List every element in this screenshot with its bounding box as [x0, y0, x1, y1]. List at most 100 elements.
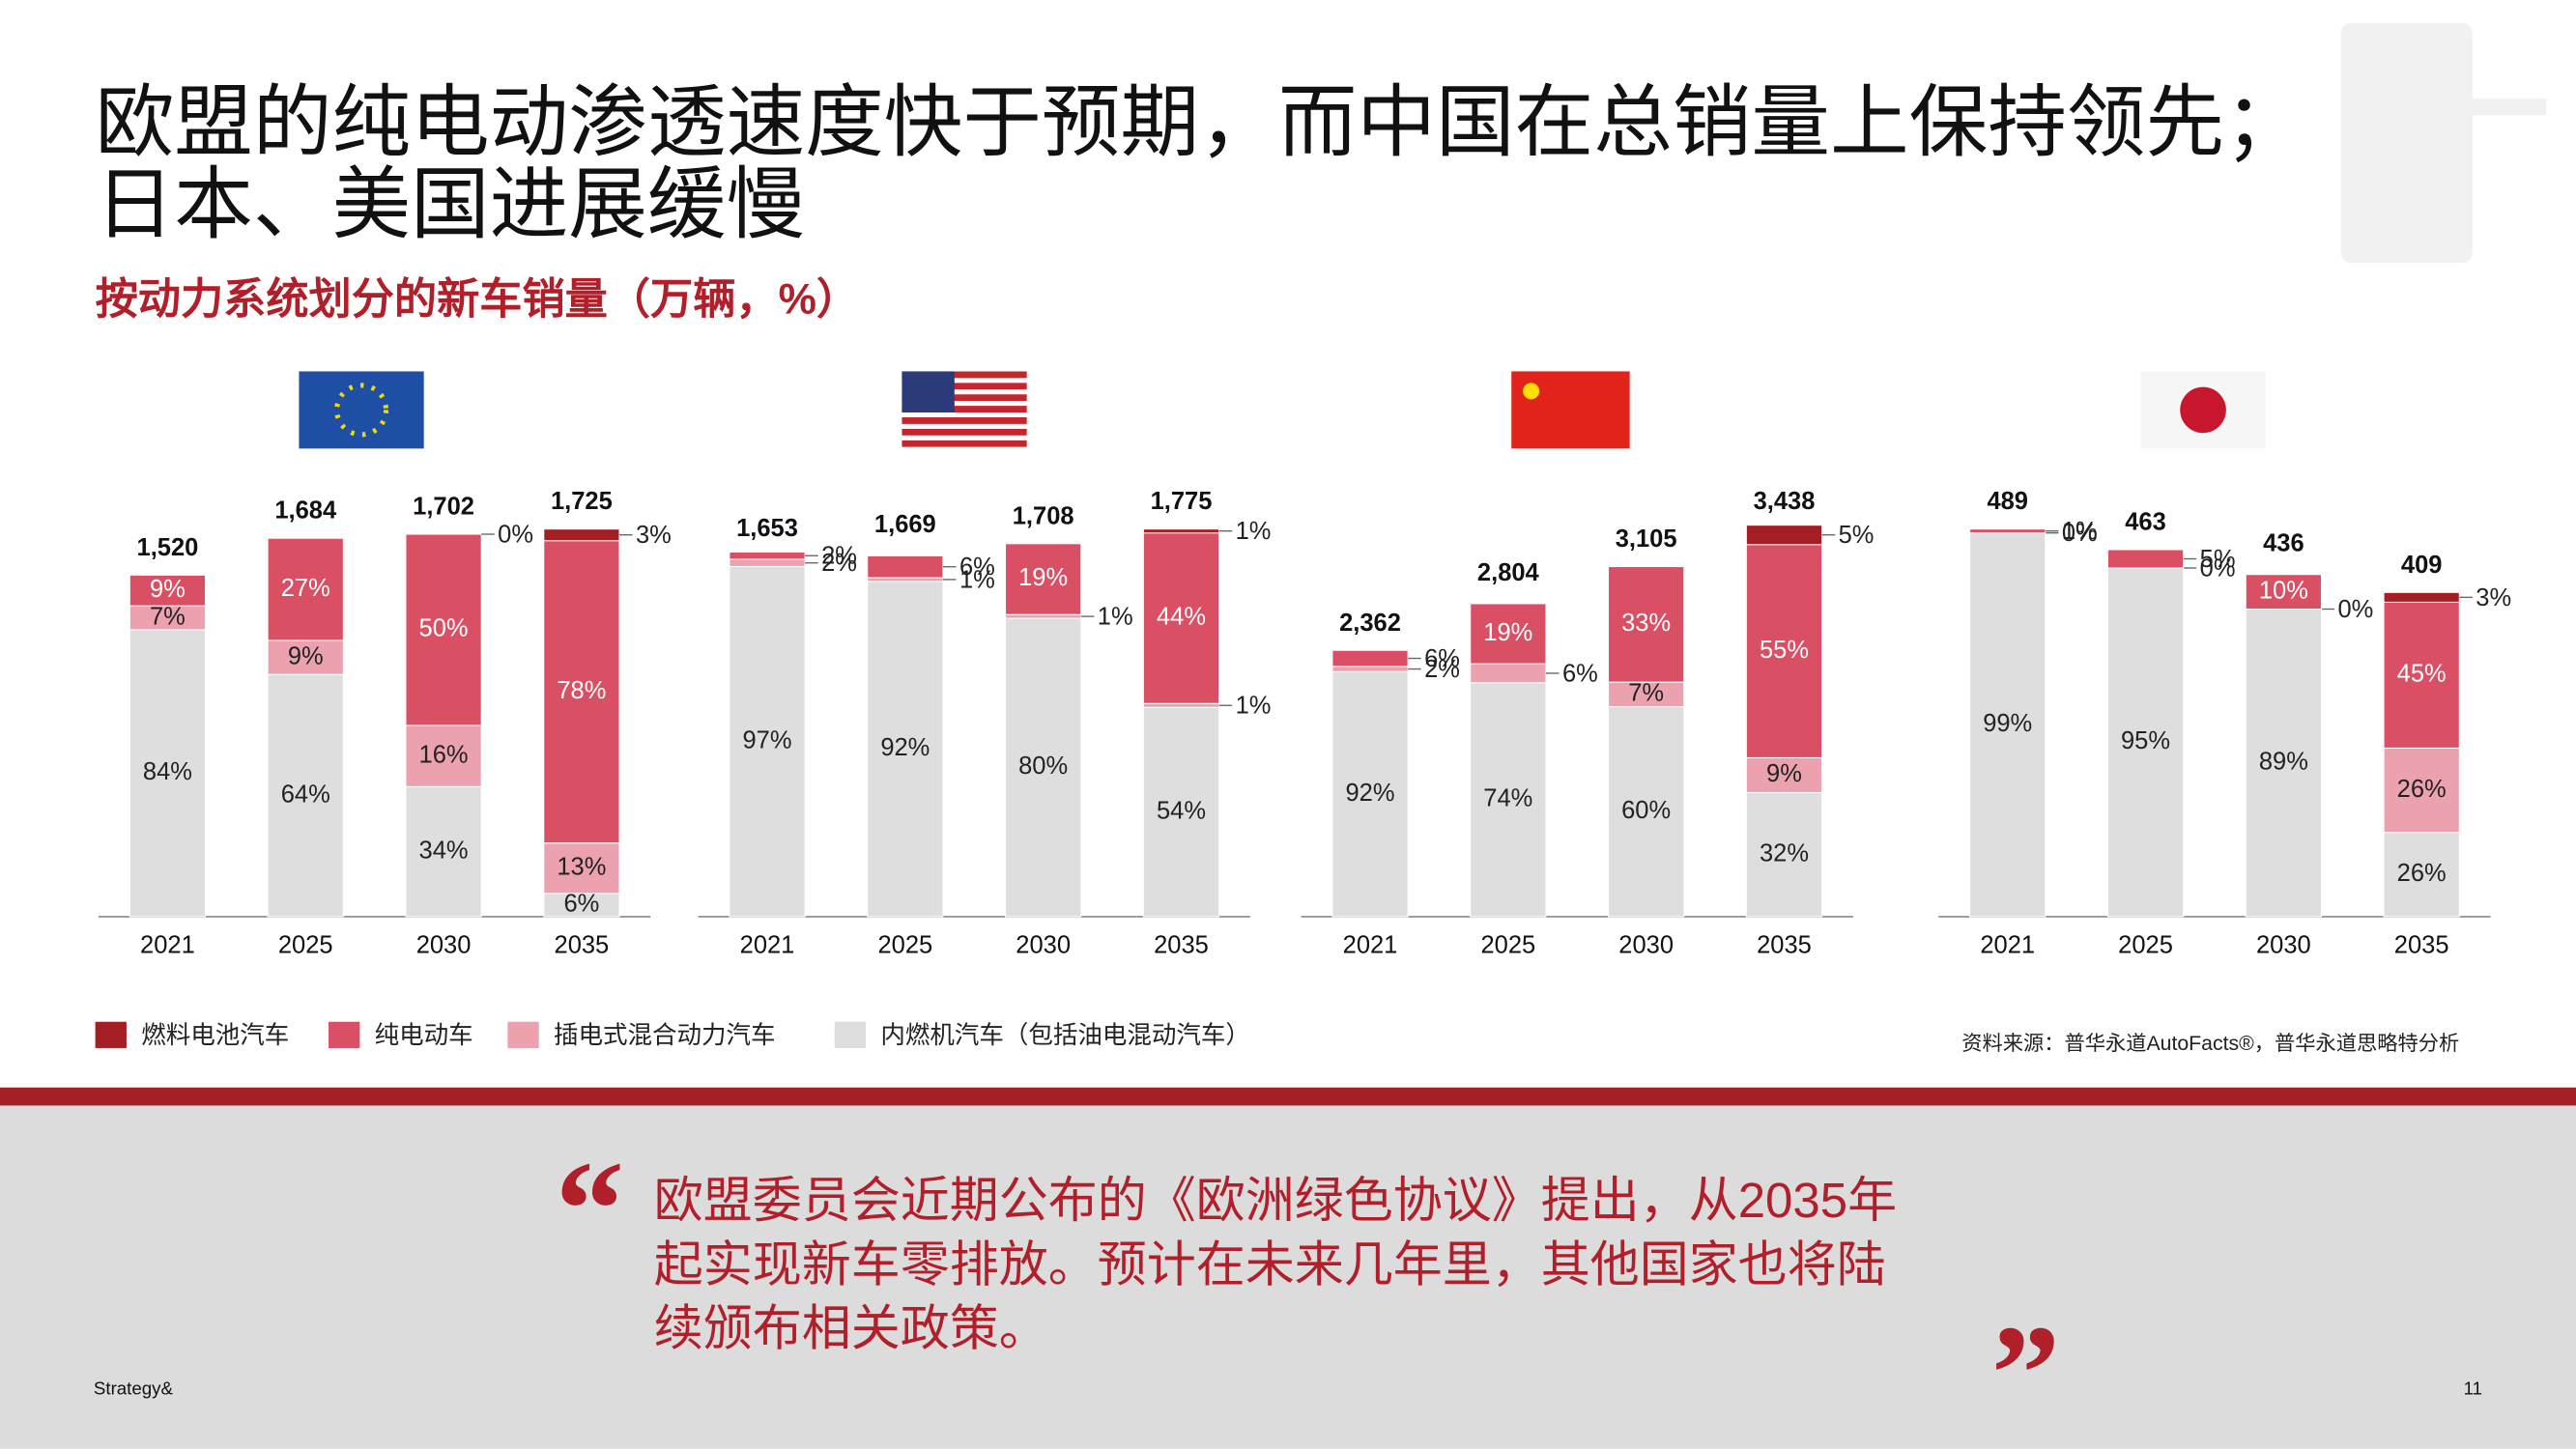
segment-label: 2% — [1424, 656, 1460, 683]
x-tick-label: 2021 — [1343, 931, 1398, 958]
source-note: 资料来源：普华永道AutoFacts®，普华永道思略特分析 — [1961, 1032, 2459, 1055]
charts: 202184%7%9%1,520202564%9%27%1,684203034%… — [99, 488, 2511, 958]
x-tick-label: 2021 — [140, 931, 195, 958]
segment-label: 54% — [1157, 797, 1206, 824]
legend-swatch — [329, 1021, 360, 1048]
bar-segment — [1470, 682, 1547, 918]
bar-segment — [1005, 613, 1082, 619]
segment-label: 9% — [1766, 760, 1802, 787]
flag-star — [1523, 383, 1540, 400]
total-label: 2,362 — [1339, 610, 1401, 637]
legend: 燃料电池汽车 纯电动车 插电式混合动力汽车 内燃机汽车（包括油电混动汽车） — [95, 1021, 1250, 1049]
segment-label: 7% — [1628, 680, 1664, 707]
segment-label: 45% — [2397, 661, 2447, 688]
bar-segment — [2245, 574, 2322, 611]
segment-label: 3% — [636, 522, 672, 549]
segment-label: 19% — [1018, 564, 1068, 591]
flag-china — [1511, 371, 1630, 449]
total-label: 1,775 — [1151, 488, 1213, 515]
segment-label: 2% — [821, 550, 857, 577]
bar-segment — [2106, 549, 2185, 569]
bar-segment — [2383, 747, 2460, 834]
segment-label: 0% — [2200, 554, 2236, 582]
segment-label: 1% — [959, 566, 995, 593]
segment-label: 13% — [557, 854, 606, 881]
bar-segment — [405, 785, 482, 918]
segment-label: 9% — [288, 642, 324, 669]
total-label: 1,669 — [874, 511, 936, 538]
icon-cable — [2472, 99, 2547, 116]
x-tick-label: 2035 — [1757, 931, 1812, 958]
bar-segment — [1470, 603, 1547, 665]
bar-segment — [1142, 532, 1220, 704]
bar-segment — [267, 537, 344, 641]
bar-segment — [543, 528, 620, 542]
bar-segment — [1969, 528, 2046, 534]
bar-segment — [1969, 532, 2046, 918]
x-tick-label: 2030 — [416, 931, 472, 958]
total-label: 2,804 — [1477, 559, 1540, 586]
quote-line: 起实现新车零排放。预计在未来几年里，其他国家也将陆 — [654, 1236, 1886, 1292]
bar-segment — [267, 673, 344, 918]
bar-segment — [867, 581, 944, 918]
page-number: 11 — [2464, 1378, 2482, 1399]
bar-segment — [2383, 832, 2460, 918]
segment-label: 32% — [1760, 839, 1809, 867]
x-tick-label: 2030 — [1618, 931, 1674, 958]
bar-segment — [129, 574, 207, 607]
bar-segment — [1745, 756, 1823, 794]
segment-label: 0% — [498, 521, 533, 548]
bar-segment — [2383, 591, 2460, 603]
total-label: 409 — [2401, 552, 2443, 579]
segment-label: 6% — [1562, 660, 1598, 687]
segment-label: 3% — [2476, 584, 2511, 611]
bar-segment — [1142, 702, 1220, 708]
bar-segment — [1142, 528, 1220, 534]
segment-label: 5% — [2200, 546, 2236, 573]
bar-segment — [1005, 543, 1082, 615]
bar-segment — [1745, 544, 1823, 758]
segment-label: 78% — [557, 677, 606, 704]
bar-segment — [129, 605, 207, 631]
total-label: 1,684 — [274, 497, 337, 525]
bar-segment — [1331, 649, 1409, 668]
segment-label: 80% — [1018, 753, 1068, 780]
total-label: 3,105 — [1616, 526, 1677, 553]
flag-stripes — [902, 371, 1027, 447]
total-label: 1,520 — [137, 534, 199, 561]
x-tick-label: 2035 — [2394, 931, 2449, 958]
segment-label: 26% — [2397, 860, 2447, 887]
bar-segment — [1608, 705, 1685, 918]
legend-label: 纯电动车 — [375, 1022, 473, 1049]
segment-label: 0% — [2062, 520, 2098, 547]
total-label: 436 — [2263, 530, 2304, 557]
footer-brand: Strategy& — [94, 1378, 174, 1399]
legend-label: 燃料电池汽车 — [141, 1022, 289, 1049]
segment-label: 50% — [419, 615, 469, 642]
bar-segment — [1608, 566, 1685, 683]
subtitle: 按动力系统划分的新车销量（万辆，%） — [96, 276, 859, 324]
bar-segment — [1331, 666, 1409, 672]
legend-label: 内燃机汽车（包括油电混动汽车） — [880, 1022, 1250, 1049]
bar-segment — [729, 565, 806, 918]
segment-label: 27% — [281, 575, 330, 602]
segment-label: 6% — [1424, 645, 1460, 672]
bar-segment — [867, 577, 944, 582]
segment-label: 9% — [150, 576, 186, 603]
flag-japan — [2140, 371, 2266, 449]
segment-label: 1% — [1236, 693, 1272, 720]
x-tick-label: 2021 — [740, 931, 795, 958]
bar-segment — [1470, 663, 1547, 684]
x-tick-label: 2025 — [2118, 931, 2173, 958]
segment-label: 64% — [281, 781, 330, 808]
segment-label: 92% — [880, 734, 930, 761]
x-tick-label: 2030 — [1016, 931, 1071, 958]
quote-line: 欧盟委员会近期公布的《欧洲绿色协议》提出，从2035年 — [654, 1173, 1897, 1228]
bar-segment — [1142, 706, 1220, 918]
x-tick-label: 2021 — [1980, 931, 2035, 958]
x-tick-label: 2025 — [278, 931, 333, 958]
segment-label: 1% — [1236, 518, 1272, 545]
title-line: 欧盟的纯电动渗透速度快于预期，而中国在总销量上保持领先； — [96, 78, 2304, 166]
